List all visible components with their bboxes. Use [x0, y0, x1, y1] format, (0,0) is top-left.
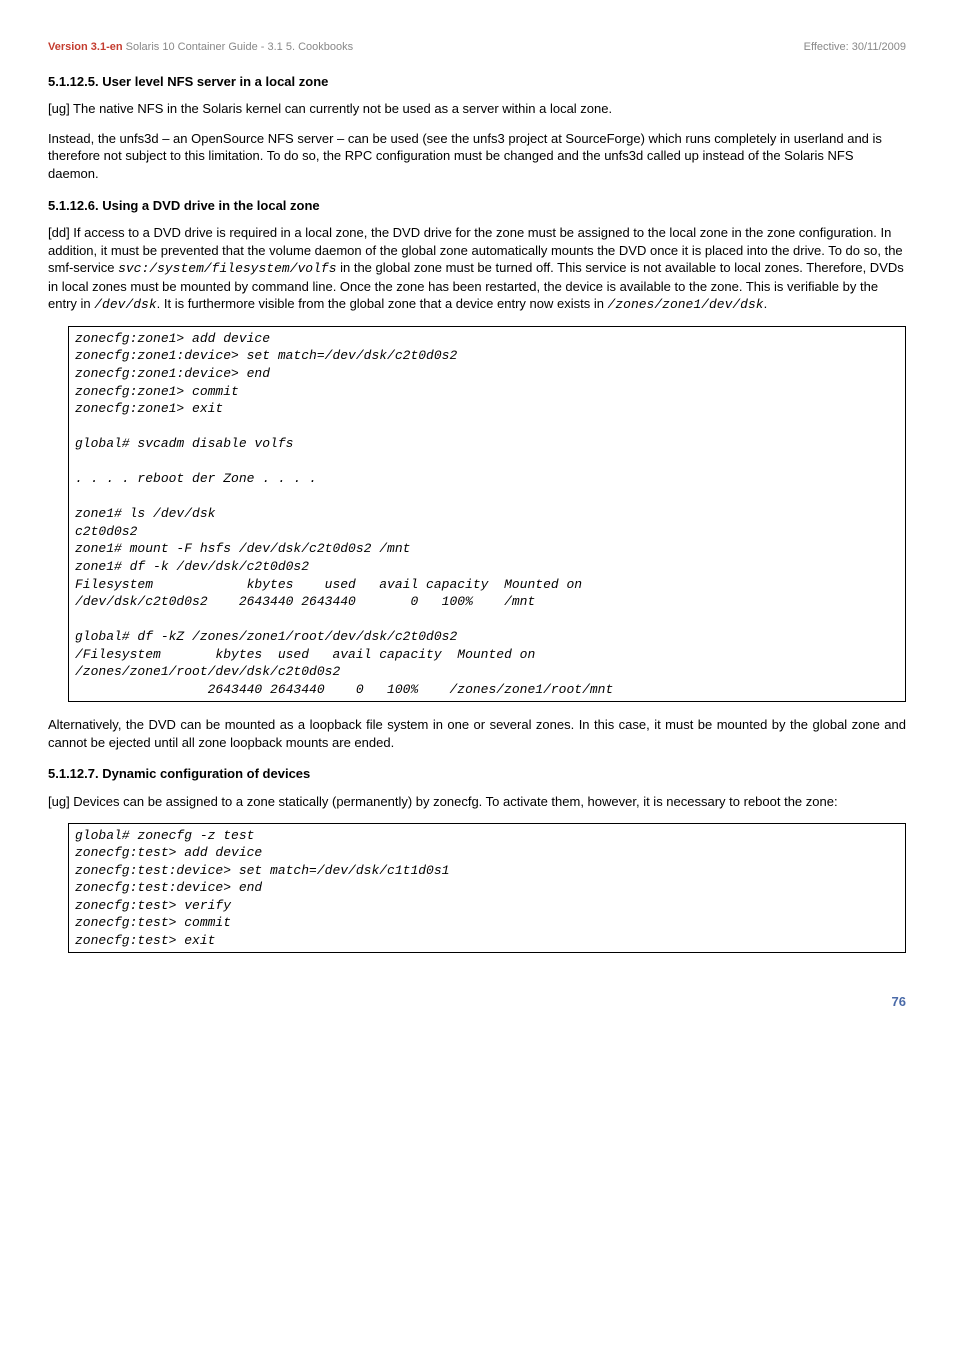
- code-block-dynamic: global# zonecfg -z test zonecfg:test> ad…: [68, 823, 906, 954]
- s2-p1c: . It is furthermore visible from the glo…: [157, 296, 608, 311]
- section-5-1-12-7-title: 5.1.12.7. Dynamic configuration of devic…: [48, 765, 906, 783]
- header-left: Version 3.1-en Solaris 10 Container Guid…: [48, 40, 353, 55]
- code-svc-volfs: svc:/system/filesystem/volfs: [118, 261, 336, 276]
- page-number: 76: [48, 993, 906, 1011]
- section-5-1-12-5-title: 5.1.12.5. User level NFS server in a loc…: [48, 73, 906, 91]
- s2-p2: Alternatively, the DVD can be mounted as…: [48, 716, 906, 751]
- effective-date: Effective: 30/11/2009: [804, 40, 906, 55]
- s2-p1: [dd] If access to a DVD drive is require…: [48, 224, 906, 314]
- doc-title: Solaris 10 Container Guide - 3.1 5. Cook…: [126, 41, 353, 53]
- s3-p1: [ug] Devices can be assigned to a zone s…: [48, 793, 906, 811]
- code-zones-dev-dsk: /zones/zone1/dev/dsk: [608, 297, 764, 312]
- code-block-dvd: zonecfg:zone1> add device zonecfg:zone1:…: [68, 326, 906, 702]
- version-label: Version 3.1-en: [48, 41, 123, 53]
- s2-p1d: .: [764, 296, 768, 311]
- s1-p2: Instead, the unfs3d – an OpenSource NFS …: [48, 130, 906, 183]
- s1-p1: [ug] The native NFS in the Solaris kerne…: [48, 100, 906, 118]
- code-dev-dsk: /dev/dsk: [94, 297, 156, 312]
- section-5-1-12-6-title: 5.1.12.6. Using a DVD drive in the local…: [48, 197, 906, 215]
- page-header: Version 3.1-en Solaris 10 Container Guid…: [48, 40, 906, 55]
